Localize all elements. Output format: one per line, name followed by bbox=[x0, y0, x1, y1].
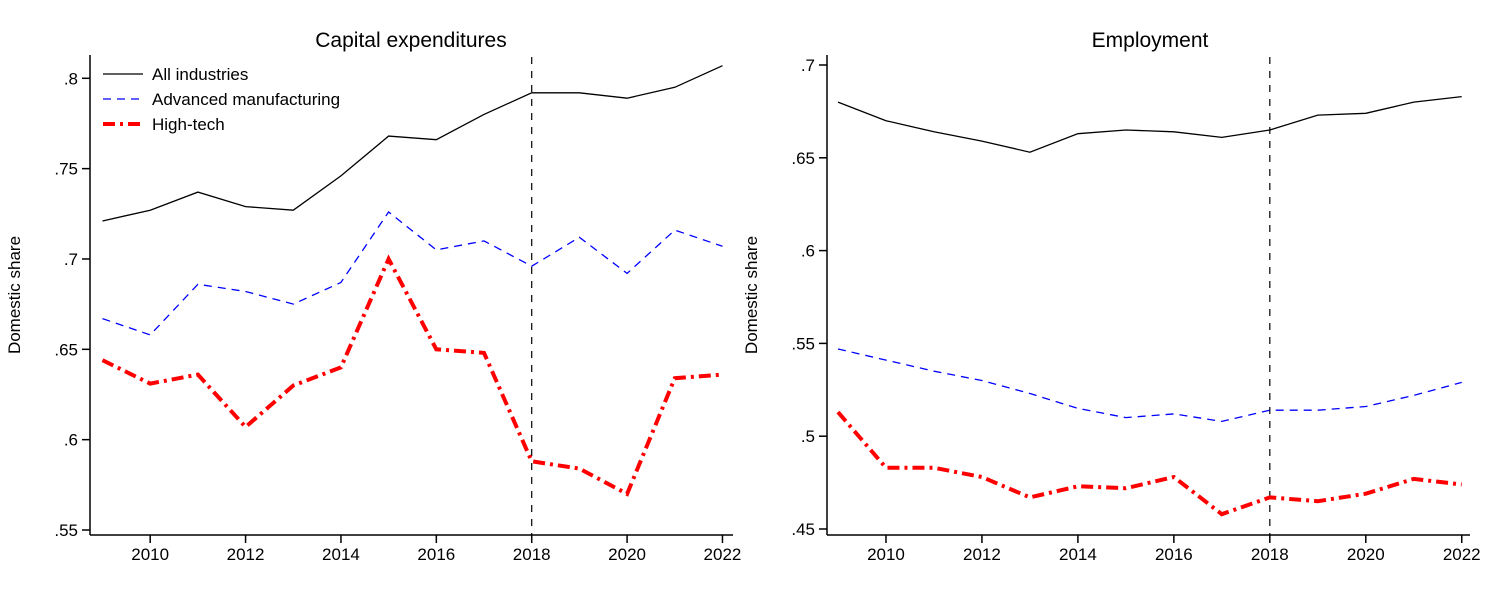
x-tick-label: 2020 bbox=[608, 545, 646, 564]
legend-label-all-industries: All industries bbox=[152, 65, 248, 84]
y-tick-label: .8 bbox=[64, 69, 78, 88]
series-line-advanced-manufacturing bbox=[837, 348, 1462, 423]
series-line-all-industries bbox=[102, 65, 723, 222]
x-tick-label: 2018 bbox=[513, 545, 551, 564]
y-tick-label: .55 bbox=[54, 521, 78, 540]
panel-employment: .45 .5 .55 .6 .65 .7 2010 2012 2014 2016 2018 2020 2… bbox=[791, 55, 1481, 564]
series-line-all-industries bbox=[837, 95, 1462, 153]
x-tick-label: 2022 bbox=[1443, 545, 1481, 564]
y-tick-label: .55 bbox=[791, 334, 815, 353]
panels-group: .55 .6 .65 .7 .75 .8 2010 2012 2014 2016 2018 2020 2… bbox=[54, 55, 1481, 564]
x-tick-label: 2010 bbox=[867, 545, 905, 564]
x-tick-label: 2016 bbox=[1155, 545, 1193, 564]
x-tick-label: 2016 bbox=[417, 545, 455, 564]
y-tick-label: .5 bbox=[801, 427, 815, 446]
y-tick-label: .7 bbox=[64, 250, 78, 269]
series-line-advanced-manufacturing bbox=[102, 211, 723, 336]
series-line-high-tech bbox=[101, 254, 723, 497]
x-tick-label: 2010 bbox=[131, 545, 169, 564]
x-tick-label: 2012 bbox=[227, 545, 265, 564]
y-tick-label: .65 bbox=[791, 149, 815, 168]
x-tick-label: 2018 bbox=[1251, 545, 1289, 564]
x-tick-label: 2014 bbox=[1059, 545, 1097, 564]
x-tick-label: 2022 bbox=[704, 545, 742, 564]
left-panel-title: Capital expenditures bbox=[315, 29, 506, 52]
y-tick-label: .7 bbox=[801, 56, 815, 75]
right-panel-title: Employment bbox=[1092, 29, 1209, 52]
series-line-high-tech bbox=[836, 410, 1462, 517]
left-y-axis-title: Domestic share bbox=[5, 236, 24, 354]
x-tick-label: 2020 bbox=[1347, 545, 1385, 564]
y-tick-label: .75 bbox=[54, 160, 78, 179]
panel-capital-expenditures: .55 .6 .65 .7 .75 .8 2010 2012 2014 2016 2018 2020 2… bbox=[54, 55, 741, 564]
legend: All industries Advanced manufacturing Hi… bbox=[103, 65, 340, 134]
legend-label-high-tech: High-tech bbox=[152, 115, 225, 134]
y-tick-label: .6 bbox=[64, 431, 78, 450]
legend-label-advanced-manufacturing: Advanced manufacturing bbox=[152, 90, 340, 109]
x-tick-label: 2012 bbox=[963, 545, 1001, 564]
y-tick-label: .6 bbox=[801, 242, 815, 261]
y-tick-label: .45 bbox=[791, 520, 815, 539]
y-tick-label: .65 bbox=[54, 340, 78, 359]
x-tick-label: 2014 bbox=[322, 545, 360, 564]
right-y-axis-title: Domestic share bbox=[742, 236, 761, 354]
